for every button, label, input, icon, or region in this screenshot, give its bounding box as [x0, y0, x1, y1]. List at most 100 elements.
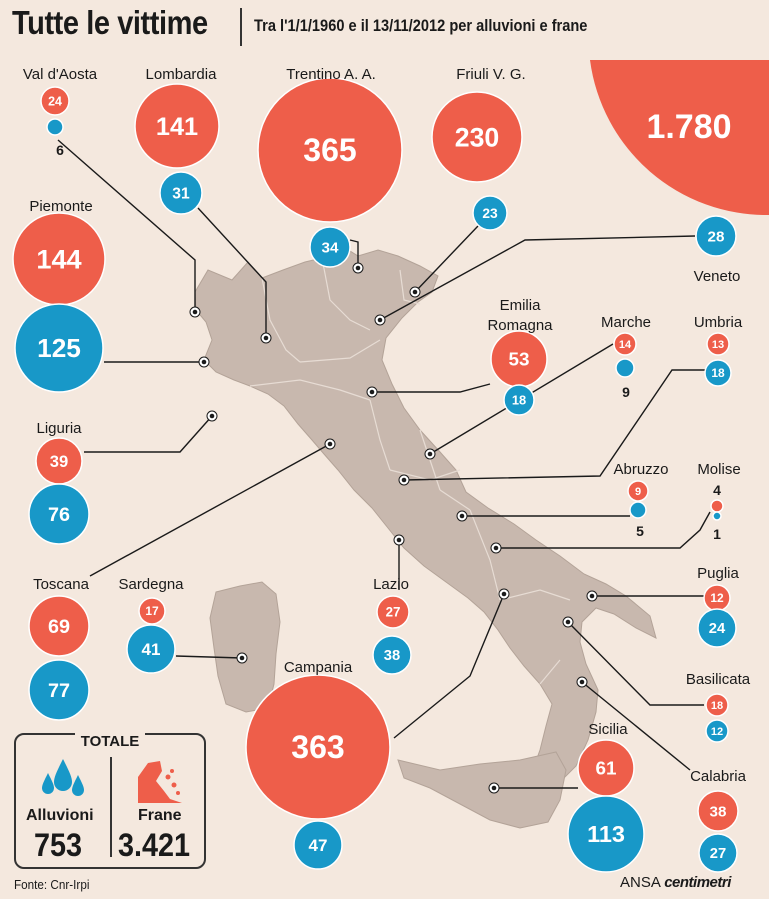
- alluvioni-bubble-calabria: [697, 790, 739, 832]
- landslide-icon: [138, 761, 182, 803]
- page-title: Tutte le vittime: [12, 4, 208, 41]
- sicily-shape: [397, 751, 567, 829]
- region-label-abruzzo: Abruzzo: [613, 461, 668, 478]
- frane-value-marche: 9: [622, 384, 630, 400]
- alluvioni-bubble-sardegna: [138, 597, 166, 625]
- frane-value-lombardia: 31: [172, 185, 190, 202]
- alluvioni-value-veneto: 1.780: [646, 108, 731, 146]
- totals-box: TOTALE Alluvioni 753 Frane 3.421: [14, 733, 206, 869]
- alluvioni-label: Alluvioni: [26, 807, 94, 824]
- alluvioni-value-calabria: 38: [710, 803, 727, 820]
- sardinia-shape: [209, 581, 281, 713]
- region-label-val-d-aosta: Val d'Aosta: [23, 66, 98, 83]
- region-label-emilia-romagna: Emilia: [500, 297, 541, 314]
- frane-bubble-liguria: [28, 483, 90, 545]
- connector-lines: [57, 139, 711, 789]
- alluvioni-bubble-trentino-a-a: [257, 77, 403, 223]
- frane-total: 3.421: [118, 827, 191, 863]
- frane-bubble-umbria: [704, 359, 732, 387]
- frane-label: Frane: [138, 807, 182, 824]
- frane-bubble-lombardia: [159, 171, 203, 215]
- frane-bubble-molise: [712, 511, 722, 521]
- alluvioni-value-basilicata: 18: [711, 700, 723, 712]
- alluvioni-value-trentino-a-a: 365: [303, 132, 356, 168]
- alluvioni-value-molise: 4: [713, 482, 721, 498]
- region-label-calabria: Calabria: [690, 768, 747, 785]
- frane-bubble-abruzzo: [629, 501, 647, 519]
- connector-toscana: [89, 443, 331, 577]
- credit: ANSA centimetri: [620, 874, 731, 891]
- region-label-campania: Campania: [284, 659, 353, 676]
- frane-value-molise: 1: [713, 526, 721, 542]
- frane-value-basilicata: 12: [711, 726, 723, 738]
- credit-brand: centimetri: [664, 874, 731, 891]
- alluvioni-value-val-d-aosta: 24: [48, 94, 62, 108]
- frane-bubble-friuli-v-g: [472, 195, 508, 231]
- alluvioni-bubble-umbria: [706, 332, 730, 356]
- region-label-lombardia: Lombardia: [146, 66, 218, 83]
- frane-value-veneto: 28: [708, 228, 725, 245]
- frane-bubble-campania: [293, 820, 343, 870]
- frane-value-friuli-v-g: 23: [482, 205, 498, 221]
- region-label-sardegna: Sardegna: [118, 576, 184, 593]
- connector-campania: [393, 593, 505, 739]
- region-label-sicilia: Sicilia: [588, 721, 628, 738]
- location-markers: [189, 262, 598, 794]
- region-label-veneto: Veneto: [694, 268, 741, 285]
- alluvioni-value-liguria: 39: [50, 452, 68, 471]
- region-label-toscana: Toscana: [33, 576, 90, 593]
- alluvioni-bubble-lazio: [376, 595, 410, 629]
- frane-bubble-puglia: [697, 608, 737, 648]
- region-label-liguria: Liguria: [36, 420, 82, 437]
- alluvioni-bubble-toscana: [28, 595, 90, 657]
- frane-bubble-veneto: [695, 215, 737, 257]
- veneto-alluvioni-disc: [590, 60, 769, 216]
- region-label-friuli-v-g: Friuli V. G.: [456, 66, 525, 83]
- totals-title: TOTALE: [74, 733, 146, 750]
- alluvioni-bubble-val-d-aosta: [40, 86, 70, 116]
- frane-value-liguria: 76: [48, 504, 70, 526]
- region-label-puglia: Puglia: [697, 565, 739, 582]
- connector-liguria: [84, 415, 213, 453]
- connector-sardegna: [175, 655, 243, 659]
- frane-bubble-piemonte: [14, 303, 104, 393]
- frane-value-trentino-a-a: 34: [322, 239, 339, 256]
- region-label-emilia-romagna-line2: Romagna: [487, 317, 553, 334]
- alluvioni-bubble-friuli-v-g: [431, 91, 523, 183]
- alluvioni-value-abruzzo: 9: [635, 486, 641, 498]
- alluvioni-value-piemonte: 144: [36, 244, 81, 275]
- alluvioni-bubble-molise: [710, 499, 724, 513]
- connector-emilia-romagna: [372, 383, 491, 393]
- alluvioni-value-sicilia: 61: [596, 758, 617, 779]
- alluvioni-value-toscana: 69: [48, 616, 70, 638]
- frane-bubble-basilicata: [705, 719, 729, 743]
- frane-value-emilia-romagna: 18: [512, 393, 526, 408]
- frane-value-sardegna: 41: [142, 640, 161, 659]
- totals-divider: [110, 757, 112, 857]
- frane-value-umbria: 18: [711, 366, 725, 380]
- page-subtitle: Tra l'1/1/1960 e il 13/11/2012 per alluv…: [254, 16, 588, 35]
- alluvioni-bubble-marche: [613, 332, 637, 356]
- frane-value-toscana: 77: [48, 680, 70, 702]
- frane-bubble-calabria: [698, 833, 738, 873]
- connector-basilicata: [567, 621, 704, 706]
- region-label-basilicata: Basilicata: [686, 671, 751, 688]
- alluvioni-value-umbria: 13: [712, 339, 724, 351]
- frane-bubble-marche: [615, 358, 635, 378]
- frane-bubble-trentino-a-a: [309, 226, 351, 268]
- frane-value-piemonte: 125: [37, 333, 81, 363]
- frane-value-val-d-aosta: 6: [56, 142, 64, 158]
- connector-molise: [496, 511, 711, 549]
- region-label-piemonte: Piemonte: [29, 198, 92, 215]
- connector-trentino-a-a: [349, 239, 359, 268]
- source-note: Fonte: Cnr-Irpi: [14, 877, 90, 892]
- alluvioni-bubble-campania: [245, 674, 391, 820]
- alluvioni-value-emilia-romagna: 53: [509, 349, 530, 370]
- alluvioni-value-marche: 14: [619, 339, 632, 351]
- frane-bubble-sicilia: [567, 795, 645, 873]
- alluvioni-value-puglia: 12: [710, 591, 724, 605]
- frane-value-abruzzo: 5: [636, 523, 644, 539]
